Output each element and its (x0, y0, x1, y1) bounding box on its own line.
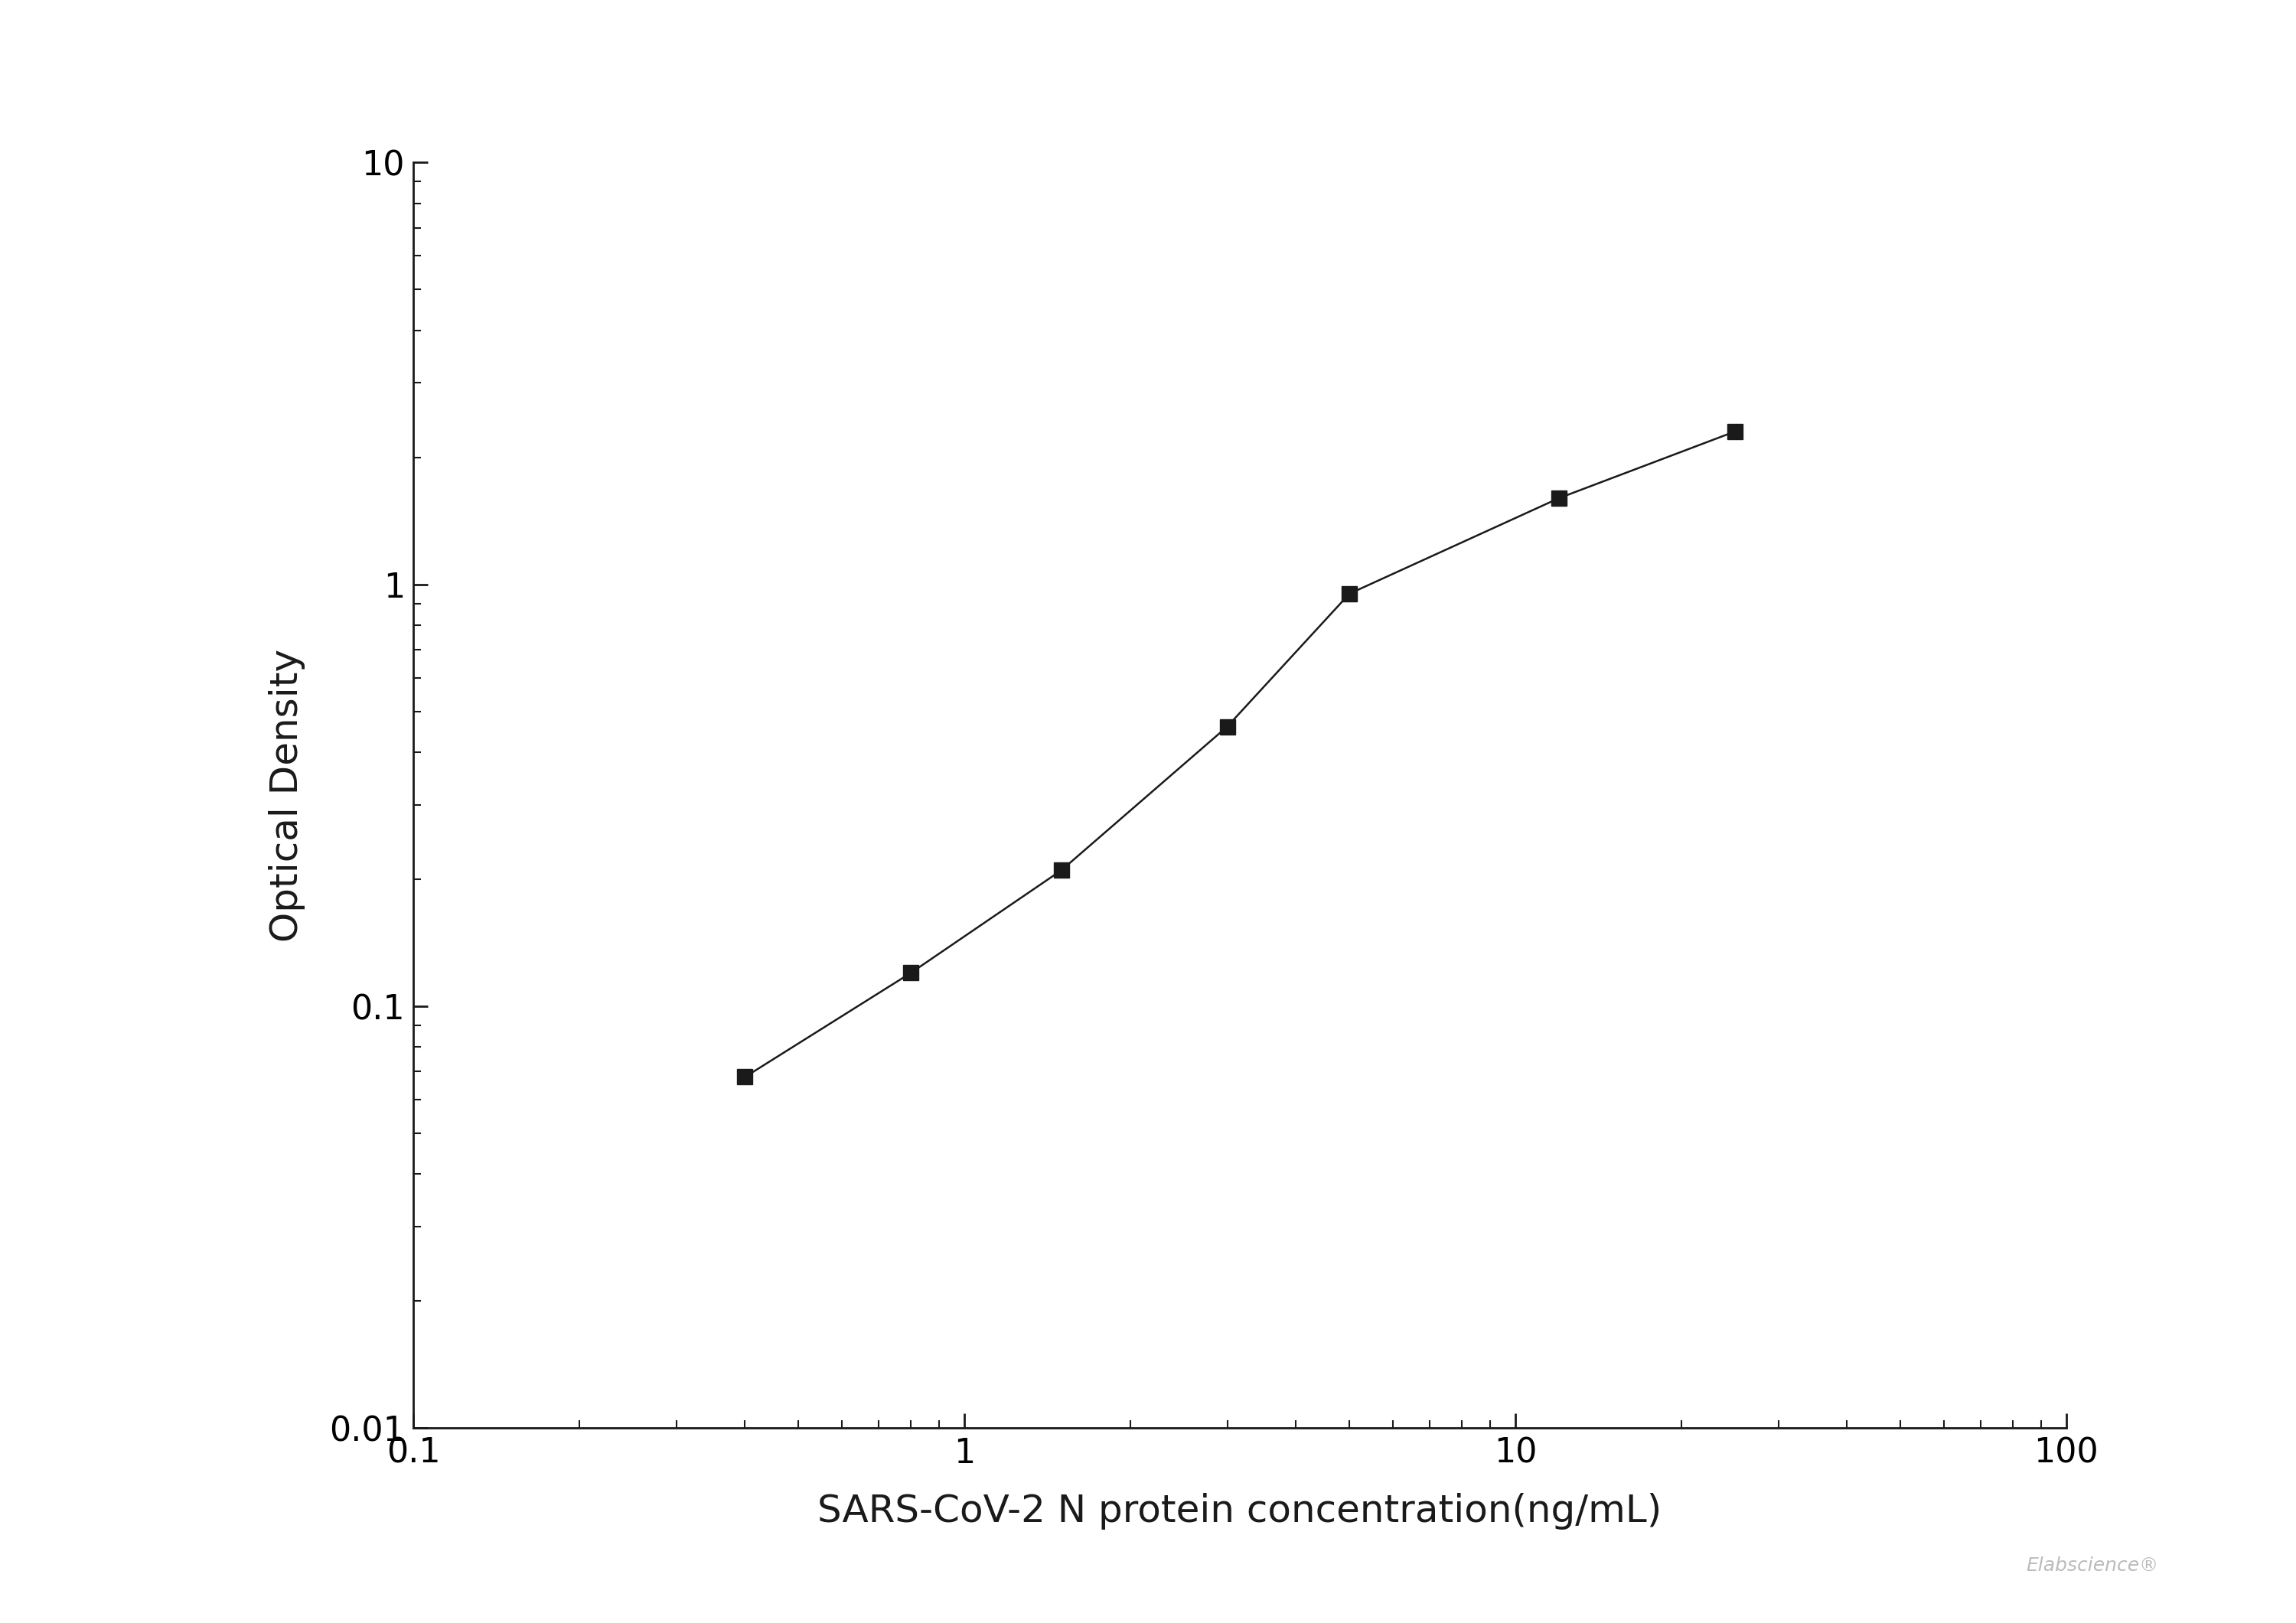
Y-axis label: Optical Density: Optical Density (269, 649, 305, 941)
X-axis label: SARS-CoV-2 N protein concentration(ng/mL): SARS-CoV-2 N protein concentration(ng/mL… (817, 1493, 1662, 1530)
Text: Elabscience®: Elabscience® (2025, 1556, 2158, 1574)
